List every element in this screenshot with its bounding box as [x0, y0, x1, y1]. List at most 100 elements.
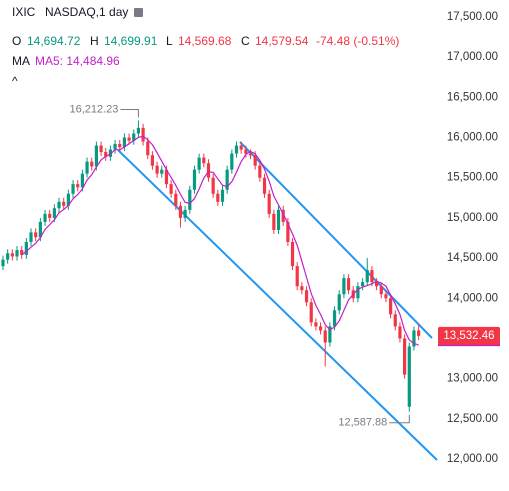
candle-body: [76, 184, 80, 188]
candle-body: [122, 137, 127, 148]
candle-body: [225, 169, 229, 190]
candle-body: [318, 326, 323, 331]
candle-body: [328, 326, 332, 343]
candle-body: [99, 145, 103, 152]
candle-body: [216, 193, 220, 202]
y-tick-label: 16,000.00: [447, 132, 498, 144]
y-tick-label: 16,500.00: [447, 91, 498, 103]
candle-body: [29, 232, 33, 243]
y-tick-label: 15,500.00: [447, 172, 498, 184]
candle-body: [160, 169, 164, 174]
candle-body: [90, 161, 94, 167]
candle-body: [211, 177, 215, 194]
y-tick-label: 12,000.00: [447, 453, 498, 465]
high-label: 16,212.23: [69, 103, 118, 115]
ohlc-value: 14,579.54: [255, 34, 309, 48]
candle-body: [379, 286, 383, 295]
ohlc-key: O: [12, 34, 21, 48]
candle-body: [286, 221, 290, 243]
candle-body: [80, 173, 84, 188]
candle-body: [66, 193, 70, 206]
candle-body: [262, 177, 267, 194]
candle-body: [248, 153, 253, 156]
candle-body: [314, 322, 318, 327]
y-tick-label: 15,000.00: [447, 212, 498, 224]
price-box: [438, 326, 500, 345]
candle-body: [15, 250, 19, 257]
ohlc-value: 14,699.91: [104, 34, 158, 48]
candle-body: [393, 314, 397, 327]
candle-body: [290, 242, 295, 267]
candle-body: [220, 189, 225, 202]
candle-body: [141, 127, 145, 142]
channel-upper: [239, 141, 433, 339]
candle-body: [206, 163, 211, 178]
low-label: 12,587.88: [338, 417, 387, 429]
candle-body: [178, 205, 183, 218]
collapse-icon[interactable]: ^: [12, 74, 18, 88]
candle-body: [104, 151, 108, 157]
settings-icon[interactable]: [134, 8, 143, 17]
price-label: 13,532.46: [443, 330, 494, 342]
y-tick-label: 13,000.00: [447, 373, 498, 385]
y-tick-label: 12,500.00: [447, 413, 498, 425]
candle-body: [342, 278, 346, 295]
candle-body: [258, 165, 262, 178]
candle-body: [20, 250, 24, 255]
candle-body: [244, 149, 248, 154]
candle-body: [155, 165, 159, 174]
candle-body: [188, 189, 192, 210]
candle-body: [239, 145, 243, 150]
candle-body: [183, 209, 187, 218]
ohlc-key: L: [166, 34, 173, 48]
candle-body: [132, 133, 136, 141]
candle-body: [71, 184, 75, 194]
candle-body: [417, 330, 421, 336]
candle-body: [136, 127, 141, 134]
candle-body: [174, 193, 178, 206]
candle-body: [332, 310, 337, 327]
candle-body: [356, 286, 360, 299]
candle-body: [24, 242, 28, 255]
candle-body: [323, 330, 327, 343]
plot: [1, 108, 421, 424]
candle-body: [370, 270, 374, 283]
ohlc-value: 14,694.72: [27, 34, 81, 48]
candle-body: [146, 141, 150, 156]
candle-body: [272, 213, 276, 230]
candle-body: [407, 346, 411, 407]
candle-body: [197, 157, 201, 170]
candle-body: [1, 259, 5, 267]
ohlc-key: H: [90, 34, 99, 48]
candle-body: [94, 145, 98, 167]
symbol: IXIC: [12, 5, 36, 19]
candle-body: [346, 278, 351, 291]
ohlc-key: C: [241, 34, 250, 48]
candle-body: [295, 266, 299, 287]
candle-body: [398, 326, 402, 339]
y-tick-label: 14,500.00: [447, 252, 498, 264]
candle-body: [309, 302, 313, 323]
candle-body: [360, 282, 365, 287]
candle-body: [384, 294, 388, 299]
candle-body: [108, 149, 113, 157]
candle-body: [267, 193, 271, 214]
candle-body: [389, 298, 393, 315]
indicator-label: MA: [12, 54, 30, 68]
candle-body: [57, 201, 61, 209]
candle-body: [164, 169, 169, 185]
candle-body: [412, 330, 416, 347]
candle-body: [38, 221, 42, 238]
candle-body: [192, 169, 197, 190]
candle-body: [10, 253, 14, 257]
ma-line: [21, 135, 419, 346]
interval: NASDAQ,1 day: [45, 5, 128, 19]
candle-body: [304, 290, 309, 303]
candle-body: [169, 184, 173, 194]
candle-body: [253, 155, 257, 166]
candle-body: [403, 338, 407, 375]
candle-body: [234, 145, 239, 154]
y-tick-label: 14,000.00: [447, 292, 498, 304]
ma-legend: MA5: 14,484.96: [35, 54, 120, 68]
